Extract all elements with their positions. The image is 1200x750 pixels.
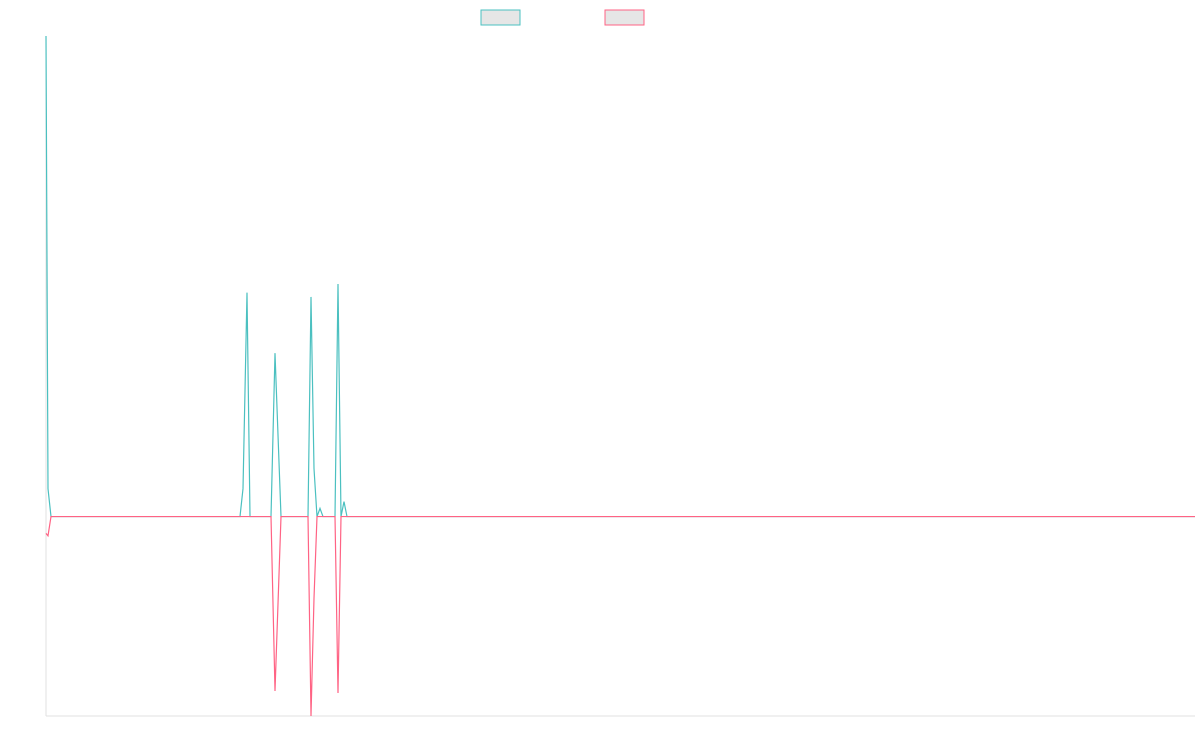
legend-swatch xyxy=(604,9,645,26)
series-line xyxy=(45,515,1195,717)
legend-swatch xyxy=(480,9,521,26)
series-line xyxy=(45,35,1195,518)
